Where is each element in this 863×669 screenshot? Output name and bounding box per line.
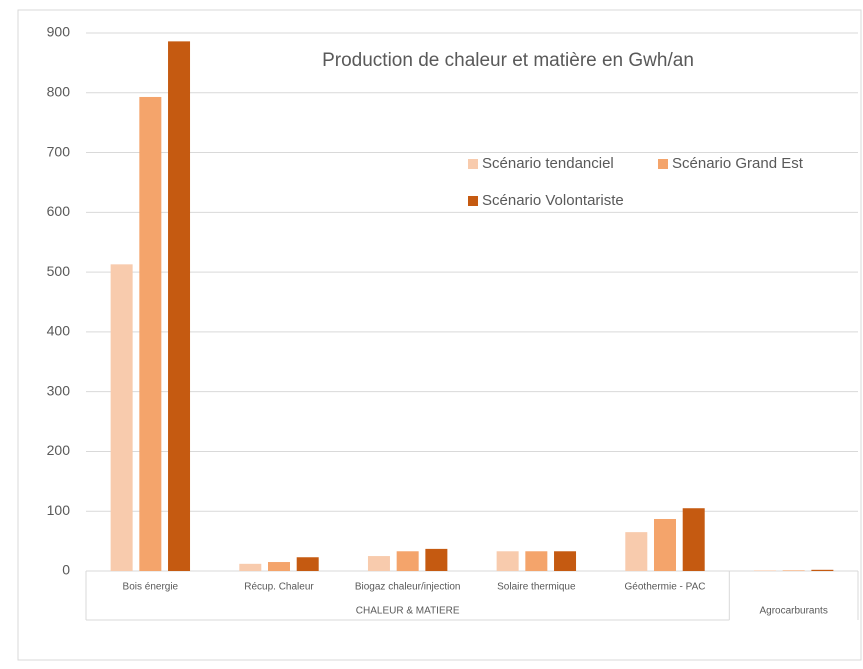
y-tick-label: 600 <box>47 203 71 219</box>
legend-label: Scénario Volontariste <box>482 192 624 209</box>
chart-title: Production de chaleur et matière en Gwh/… <box>322 50 694 71</box>
group-label: Agrocarburants <box>759 606 827 617</box>
legend-label: Scénario Grand Est <box>672 155 804 172</box>
y-tick-label: 900 <box>47 24 71 40</box>
bar <box>753 570 776 571</box>
legend-swatch <box>468 159 478 169</box>
legend-swatch <box>468 196 478 206</box>
y-tick-label: 100 <box>47 502 71 518</box>
bar <box>682 508 705 571</box>
bar <box>496 551 519 571</box>
x-tick-label: Bois énergie <box>123 582 179 593</box>
bar <box>654 518 676 571</box>
legend-swatch <box>658 159 668 169</box>
y-tick-label: 200 <box>47 442 71 458</box>
group-label: CHALEUR & MATIERE <box>356 606 460 617</box>
y-tick-label: 500 <box>47 263 71 279</box>
x-tick-label: Biogaz chaleur/injection <box>355 582 461 593</box>
y-tick-label: 300 <box>47 382 71 398</box>
legend-label: Scénario tendanciel <box>482 155 614 172</box>
bar <box>554 551 577 571</box>
y-tick-label: 700 <box>47 143 71 159</box>
bar <box>425 548 448 571</box>
y-tick-label: 400 <box>47 323 71 339</box>
bar <box>110 264 133 571</box>
bar <box>625 532 648 571</box>
x-tick-label: Géothermie - PAC <box>625 582 706 593</box>
bar <box>139 96 162 571</box>
y-tick-label: 0 <box>62 562 70 578</box>
x-tick-label: Solaire thermique <box>497 582 576 593</box>
y-tick-label: 800 <box>47 83 71 99</box>
bar <box>525 551 548 571</box>
bar <box>782 570 805 571</box>
bar <box>239 563 262 571</box>
bar <box>811 569 834 571</box>
bar <box>296 557 319 571</box>
bar <box>396 551 419 571</box>
bar <box>268 562 290 571</box>
x-tick-label: Récup. Chaleur <box>244 582 314 593</box>
bar <box>367 556 390 571</box>
bar <box>168 41 191 571</box>
